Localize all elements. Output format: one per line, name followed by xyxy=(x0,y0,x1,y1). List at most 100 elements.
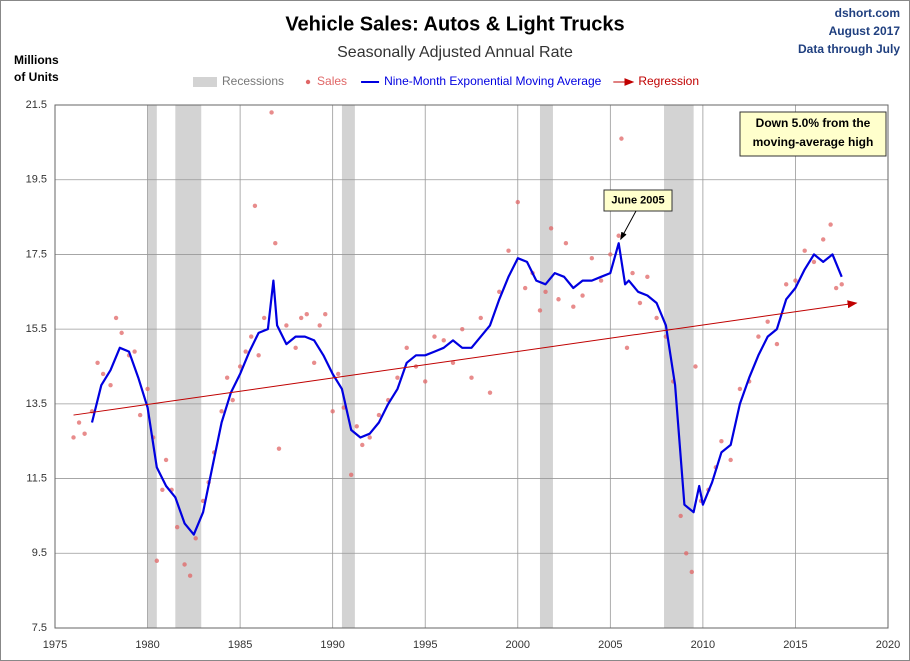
x-tick-label: 1975 xyxy=(43,639,67,651)
sales-point xyxy=(348,472,354,478)
annotation-text: June 2005 xyxy=(611,194,664,206)
sales-point xyxy=(506,248,511,253)
sales-point xyxy=(654,315,659,321)
sales-point xyxy=(450,360,456,365)
sales-point xyxy=(598,278,604,283)
sales-point xyxy=(624,345,630,351)
sales-point xyxy=(630,270,635,276)
sales-point xyxy=(802,248,807,253)
sales-point xyxy=(237,364,243,369)
sales-point xyxy=(543,289,548,294)
sales-point xyxy=(230,397,235,403)
sales-point xyxy=(276,446,282,451)
sales-point xyxy=(137,412,143,418)
sales-point xyxy=(811,259,817,265)
sales-point xyxy=(821,237,826,242)
y-tick-label: 21.5 xyxy=(26,99,47,111)
legend-label: Regression xyxy=(638,74,699,88)
moving-average-line xyxy=(90,242,843,536)
sales-point xyxy=(522,285,528,291)
sales-point xyxy=(497,289,502,294)
sales-point xyxy=(163,457,169,463)
chart-title: Vehicle Sales: Autos & Light Trucks xyxy=(285,13,624,35)
sales-point xyxy=(774,341,780,347)
sales-point xyxy=(783,282,789,287)
sales-point xyxy=(293,345,298,351)
sales-point xyxy=(765,319,770,324)
sales-point xyxy=(317,323,322,328)
sales-point xyxy=(756,334,761,339)
x-tick-label: 2015 xyxy=(783,639,807,651)
y-tick-label: 9.5 xyxy=(32,547,47,559)
sales-point xyxy=(100,371,106,377)
annotation-text: Down 5.0% from the xyxy=(756,116,871,130)
annotation-box xyxy=(603,189,673,212)
sales-point xyxy=(645,274,650,280)
sales-point xyxy=(478,315,483,321)
sales-point xyxy=(174,524,180,530)
sales-point xyxy=(76,420,82,425)
sales-point xyxy=(719,439,724,444)
sales-point xyxy=(154,558,160,563)
sales-point xyxy=(182,562,187,567)
x-tick-label: 1990 xyxy=(320,639,344,651)
legend-swatch xyxy=(305,79,311,85)
x-tick-label: 2005 xyxy=(598,639,622,651)
y-tick-label: 7.5 xyxy=(32,622,47,634)
sales-point xyxy=(304,312,309,317)
sales-point xyxy=(261,315,267,321)
sales-point xyxy=(193,536,198,541)
y-axis-label: Millions xyxy=(14,53,59,67)
y-axis-label: of Units xyxy=(14,70,59,84)
sales-point xyxy=(515,199,520,205)
sales-point xyxy=(160,487,165,492)
sales-point xyxy=(323,312,328,317)
sales-point xyxy=(469,375,474,380)
sales-point xyxy=(556,297,561,302)
sales-point xyxy=(219,409,224,414)
annotation-text: moving-average high xyxy=(753,135,874,149)
sales-point xyxy=(252,203,258,209)
sales-point xyxy=(571,304,576,309)
sales-point xyxy=(95,360,100,365)
sales-point xyxy=(487,390,493,395)
x-tick-label: 2000 xyxy=(506,639,530,651)
sales-point xyxy=(376,412,382,418)
sales-point xyxy=(678,513,683,519)
sales-point xyxy=(269,110,274,115)
sales-point xyxy=(728,457,733,463)
sales-point xyxy=(693,364,698,369)
recession-band xyxy=(539,105,553,628)
sales-point xyxy=(311,360,317,365)
y-tick-label: 13.5 xyxy=(26,398,47,410)
sales-point xyxy=(537,308,543,313)
y-tick-label: 19.5 xyxy=(26,174,47,186)
x-tick-label: 2020 xyxy=(876,639,900,651)
sales-point xyxy=(256,353,261,358)
x-tick-label: 1985 xyxy=(228,639,252,651)
annotation-arrow xyxy=(620,210,637,241)
legend-label: Sales xyxy=(317,74,347,88)
sales-point xyxy=(460,326,465,332)
sales-point xyxy=(637,300,643,306)
sales-point xyxy=(330,409,335,414)
sales-point xyxy=(113,315,119,321)
sales-point xyxy=(616,233,621,238)
sales-point xyxy=(367,435,372,440)
sales-point xyxy=(249,334,254,339)
sales-point xyxy=(360,442,365,448)
sales-point xyxy=(793,278,798,283)
recession-band xyxy=(147,105,157,628)
source: August 2017 xyxy=(829,24,901,38)
sales-point xyxy=(833,285,839,291)
x-tick-label: 2010 xyxy=(691,639,715,651)
chart-subtitle: Seasonally Adjusted Annual Rate xyxy=(337,44,573,61)
sales-point xyxy=(684,551,689,556)
x-tick-label: 1995 xyxy=(413,639,437,651)
sales-point xyxy=(145,386,150,392)
sales-point xyxy=(619,136,624,141)
sales-point xyxy=(298,315,304,321)
sales-point xyxy=(108,382,113,388)
